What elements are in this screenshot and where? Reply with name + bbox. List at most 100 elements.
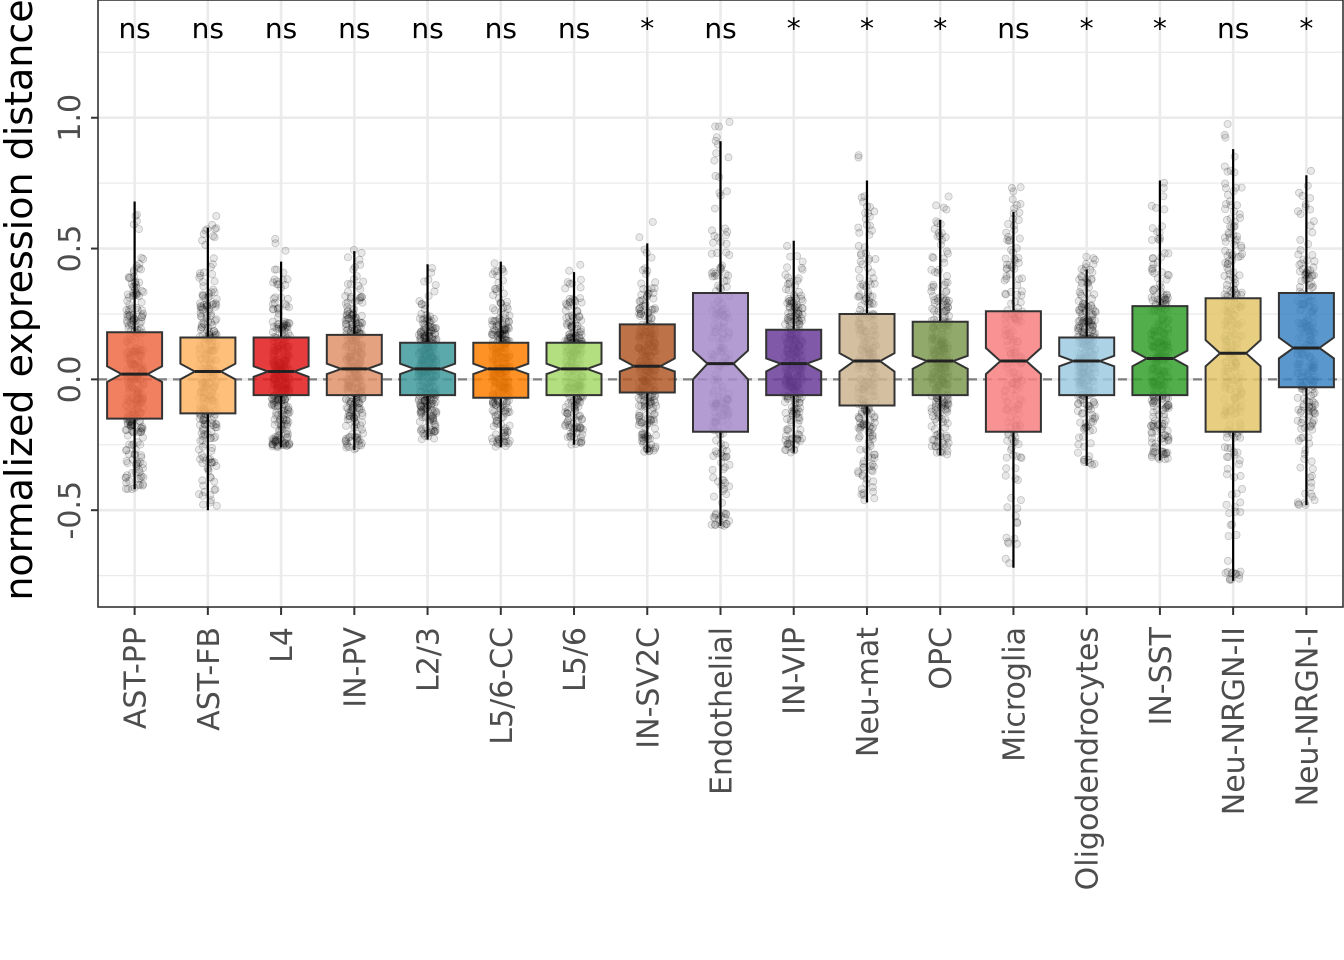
jitter-point (575, 437, 584, 446)
jitter-point (1010, 204, 1019, 213)
jitter-point (578, 414, 587, 423)
jitter-point (268, 395, 277, 404)
jitter-point (198, 442, 207, 451)
jitter-point (501, 325, 510, 334)
jitter-point (722, 239, 731, 248)
jitter-point (1073, 406, 1082, 415)
jitter-point (1294, 500, 1303, 509)
jitter-point (489, 325, 498, 334)
jitter-point (211, 485, 220, 494)
notched-box (1204, 297, 1262, 433)
jitter-point (417, 435, 426, 444)
jitter-point (343, 311, 352, 320)
jitter-point (504, 317, 513, 326)
jitter-point (430, 400, 439, 409)
jitter-point (357, 311, 366, 320)
jitter-point (565, 330, 574, 339)
significance-label: ns (704, 12, 736, 45)
jitter-point (125, 274, 134, 283)
jitter-point (126, 319, 135, 328)
jitter-point (417, 425, 426, 434)
jitter-point (210, 316, 219, 325)
jitter-point (637, 418, 646, 427)
jitter-point (576, 260, 585, 269)
jitter-point (565, 333, 574, 342)
jitter-point (561, 408, 570, 417)
jitter-point (725, 482, 734, 491)
jitter-point (857, 301, 866, 310)
jitter-point (358, 408, 367, 417)
jitter-point (138, 311, 147, 320)
jitter-point (342, 315, 351, 324)
jitter-point (431, 324, 440, 333)
jitter-point (722, 520, 731, 529)
jitter-point (1223, 464, 1232, 473)
jitter-point (636, 303, 645, 312)
jitter-point (561, 284, 570, 293)
jitter-point (1007, 183, 1016, 192)
jitter-point (124, 321, 133, 330)
jitter-point (562, 319, 571, 328)
jitter-point (282, 409, 291, 418)
jitter-point (563, 418, 572, 427)
jitter-point (709, 513, 718, 522)
jitter-point (137, 453, 146, 462)
jitter-point (1233, 201, 1242, 210)
jitter-point (709, 238, 718, 247)
jitter-point (431, 407, 440, 416)
jitter-point (564, 399, 573, 408)
jitter-point (269, 396, 278, 405)
jitter-point (199, 282, 208, 291)
jitter-point (563, 409, 572, 418)
jitter-point (1221, 237, 1230, 246)
jitter-point (121, 484, 130, 493)
jitter-point (416, 406, 425, 415)
jitter-point (488, 330, 497, 339)
jitter-point (650, 409, 659, 418)
jitter-point (1307, 166, 1316, 175)
jitter-point (577, 298, 586, 307)
jitter-point (711, 136, 720, 145)
jitter-point (575, 423, 584, 432)
jitter-point (418, 424, 427, 433)
jitter-point (136, 440, 145, 449)
jitter-point (1086, 439, 1095, 448)
y-tick-label: 0.0 (53, 356, 88, 404)
jitter-point (197, 320, 206, 329)
x-tick-label: IN-SV2C (631, 627, 666, 749)
jitter-point (502, 302, 511, 311)
jitter-point (1307, 279, 1316, 288)
jitter-point (939, 203, 948, 212)
jitter-point (198, 458, 207, 467)
jitter-point (122, 426, 131, 435)
jitter-point (793, 430, 802, 439)
jitter-point (1082, 259, 1091, 268)
y-tick-label: -0.5 (53, 481, 88, 540)
jitter-point (638, 433, 647, 442)
jitter-point (490, 316, 499, 325)
jitter-point (575, 312, 584, 321)
jitter-point (492, 417, 501, 426)
jitter-point (943, 303, 952, 312)
jitter-point (870, 418, 879, 427)
jitter-point (271, 438, 280, 447)
jitter-point (137, 253, 146, 262)
jitter-point (432, 407, 441, 416)
jitter-point (359, 429, 368, 438)
jitter-point (1076, 316, 1085, 325)
jitter-point (797, 263, 806, 272)
jitter-point (282, 416, 291, 425)
jitter-point (501, 406, 510, 415)
jitter-point (270, 437, 279, 446)
jitter-point (415, 401, 424, 410)
jitter-point (122, 457, 131, 466)
jitter-point (356, 293, 365, 302)
jitter-point (710, 514, 719, 523)
jitter-point (503, 304, 512, 313)
jitter-point (490, 407, 499, 416)
jitter-point (416, 329, 425, 338)
jitter-point (198, 305, 207, 314)
jitter-point (793, 419, 802, 428)
jitter-point (283, 419, 292, 428)
jitter-point (870, 450, 879, 459)
